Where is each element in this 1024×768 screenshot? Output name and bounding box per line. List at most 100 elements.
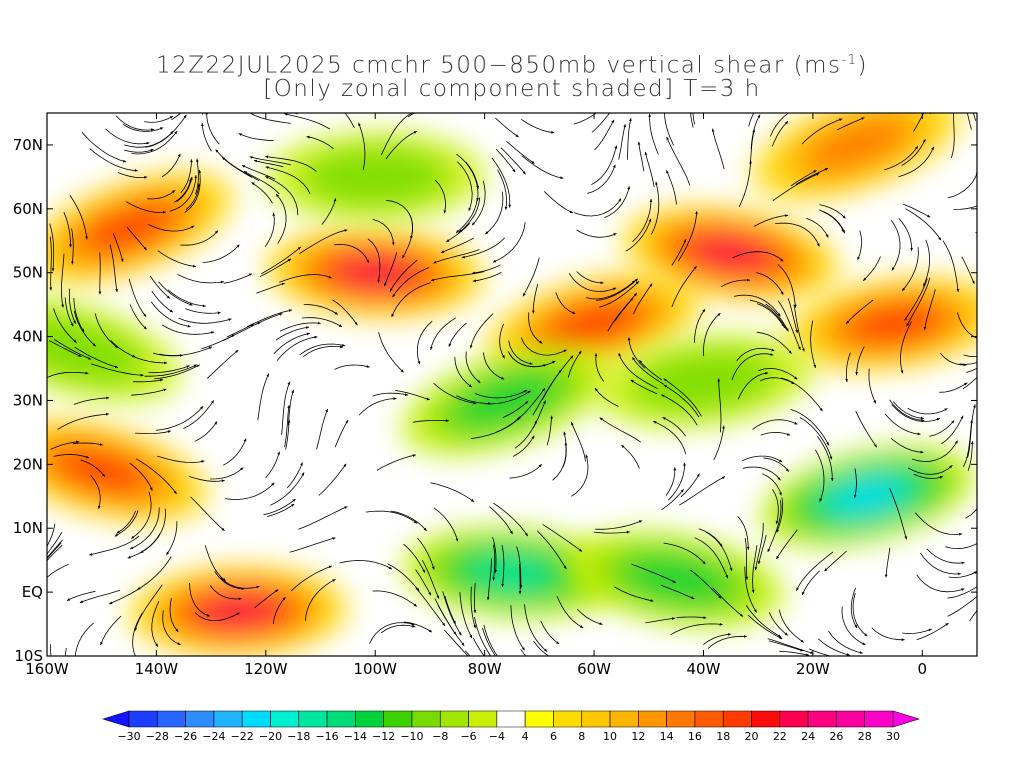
streamline-arrowhead — [996, 358, 999, 361]
streamline-arrowhead — [73, 339, 77, 343]
streamline — [265, 156, 317, 172]
chart-title-line-1: 12Z22JUL2025 cmchr 500−850mb vertical sh… — [0, 48, 1024, 79]
streamline-arrowhead — [100, 641, 103, 646]
lat-tick-label: 70N — [13, 136, 43, 154]
streamline-arrowhead — [214, 230, 218, 234]
streamline — [178, 317, 232, 324]
colorbar-label: 4 — [522, 730, 529, 743]
streamline-arrowhead — [443, 210, 447, 214]
streamline — [903, 203, 931, 218]
streamline-arrowhead — [614, 145, 618, 149]
streamline — [256, 282, 285, 294]
streamline — [772, 173, 820, 202]
streamline — [264, 212, 275, 248]
streamline-arrowhead — [240, 467, 244, 471]
streamline — [690, 569, 722, 599]
streamline-arrowhead — [523, 390, 528, 393]
streamline-arrowhead — [144, 175, 148, 179]
streamline — [776, 529, 798, 560]
streamline — [748, 113, 755, 127]
streamline-arrowhead — [186, 365, 190, 368]
streamline-arrowhead — [431, 566, 435, 570]
plot-frame — [46, 112, 978, 657]
streamline-arrowhead — [780, 258, 784, 262]
streamline — [779, 650, 810, 656]
streamline-arrowhead — [649, 198, 653, 202]
streamline-arrowhead — [244, 171, 248, 174]
colorbar-swatch — [128, 710, 158, 728]
streamline — [124, 130, 174, 148]
streamline — [916, 574, 965, 593]
streamline — [625, 218, 652, 252]
streamline-arrowhead — [63, 686, 66, 689]
streamline-arrowhead — [334, 311, 338, 315]
streamline-arrowhead — [655, 181, 658, 185]
colorbar-swatch — [270, 710, 300, 728]
streamline-arrowhead — [265, 166, 269, 169]
streamline — [871, 627, 905, 641]
streamline — [520, 118, 555, 134]
streamline — [947, 172, 977, 199]
streamline-arrowhead — [521, 647, 525, 651]
streamline-arrowhead — [508, 204, 512, 208]
streamline-arrowhead — [570, 355, 574, 359]
streamline — [762, 473, 782, 496]
streamline — [690, 113, 694, 128]
streamline — [929, 420, 955, 437]
streamline-arrowhead — [494, 569, 498, 573]
streamline-arrowhead — [956, 288, 960, 292]
streamline — [822, 211, 845, 233]
streamline — [793, 304, 805, 352]
streamline — [487, 558, 492, 601]
streamline-arrowhead — [393, 397, 397, 401]
colorbar-swatch — [638, 710, 667, 728]
streamline-arrowhead — [120, 258, 124, 262]
streamline-arrowhead — [433, 260, 437, 264]
streamline-arrowhead — [740, 613, 744, 617]
streamline — [963, 419, 973, 467]
streamline — [540, 620, 560, 645]
colorbar-label: 30 — [886, 730, 900, 743]
lon-tick-label: 60W — [577, 660, 611, 678]
colorbar-swatch — [326, 710, 356, 728]
streamline — [305, 578, 336, 622]
streamline — [403, 621, 433, 633]
streamline — [180, 230, 219, 246]
streamline — [744, 537, 748, 580]
lon-tick-label: 0 — [918, 660, 928, 678]
colorbar-label: 16 — [688, 730, 702, 743]
streamline — [492, 222, 526, 263]
streamline-arrowhead — [862, 642, 866, 645]
streamline-arrowhead — [428, 592, 431, 596]
streamline-arrowhead — [177, 642, 181, 645]
streamline-arrowhead — [626, 530, 630, 534]
streamline — [501, 545, 505, 587]
streamline — [889, 487, 907, 540]
streamline — [430, 317, 457, 351]
streamline-arrowhead — [800, 648, 804, 652]
streamline — [755, 522, 764, 571]
streamline-arrowhead — [177, 153, 181, 157]
shear-feature — [594, 334, 813, 428]
streamline — [854, 468, 857, 499]
streamline — [124, 149, 154, 153]
streamline-arrowhead — [550, 415, 553, 419]
streamline-arrowhead — [672, 617, 675, 620]
streamline — [437, 605, 465, 646]
streamline — [662, 416, 686, 437]
streamline-arrowhead — [717, 313, 721, 317]
streamline-arrowhead — [813, 170, 817, 173]
streamline-arrowhead — [51, 268, 55, 272]
streamline — [862, 256, 881, 282]
streamline — [316, 408, 328, 450]
streamline — [135, 430, 171, 435]
streamline-arrowhead — [542, 388, 545, 392]
streamline-arrowhead — [102, 473, 105, 477]
streamline-arrowhead — [798, 346, 801, 350]
shear-feature — [47, 418, 209, 523]
streamline-arrowhead — [544, 648, 548, 652]
streamline — [552, 442, 567, 481]
streamline — [47, 532, 63, 555]
streamline — [795, 167, 829, 185]
streamline — [220, 577, 260, 589]
